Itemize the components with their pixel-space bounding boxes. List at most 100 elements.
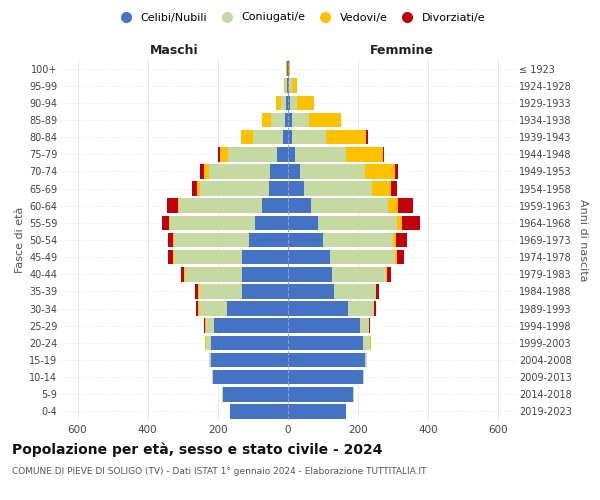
Text: Popolazione per età, sesso e stato civile - 2024: Popolazione per età, sesso e stato civil… — [12, 442, 383, 457]
Bar — [167, 232, 173, 248]
Bar — [276, 96, 281, 110]
Bar — [288, 164, 300, 178]
Bar — [220, 147, 229, 162]
Bar — [185, 267, 242, 281]
Bar — [396, 232, 407, 248]
Bar — [167, 198, 178, 213]
Y-axis label: Anni di nascita: Anni di nascita — [578, 198, 589, 281]
Bar — [281, 96, 286, 110]
Bar — [288, 370, 364, 384]
Bar — [290, 96, 297, 110]
Bar — [206, 336, 211, 350]
Bar — [346, 147, 383, 162]
Bar — [376, 284, 379, 298]
Bar — [271, 164, 288, 178]
Bar — [162, 216, 169, 230]
Bar — [304, 182, 372, 196]
Bar — [287, 62, 288, 76]
Bar — [173, 232, 174, 248]
Bar — [211, 336, 288, 350]
Bar — [241, 130, 253, 144]
Bar — [178, 198, 179, 213]
Bar — [181, 267, 184, 281]
Bar — [196, 284, 198, 298]
Bar — [206, 318, 214, 333]
Bar — [288, 198, 311, 213]
Bar — [271, 112, 285, 128]
Bar — [388, 198, 398, 213]
Bar — [292, 130, 326, 144]
Bar — [169, 216, 170, 230]
Bar — [199, 284, 242, 298]
Bar — [288, 96, 290, 110]
Bar — [288, 78, 289, 93]
Bar — [229, 147, 277, 162]
Bar — [269, 182, 288, 196]
Bar — [212, 370, 288, 384]
Bar — [168, 250, 173, 264]
Bar — [174, 250, 242, 264]
Bar — [323, 232, 393, 248]
Bar — [365, 164, 395, 178]
Bar — [292, 112, 309, 128]
Bar — [288, 182, 304, 196]
Bar — [318, 216, 397, 230]
Bar — [288, 336, 364, 350]
Bar — [199, 302, 227, 316]
Bar — [288, 284, 334, 298]
Bar — [292, 78, 297, 93]
Bar — [398, 198, 413, 213]
Bar — [254, 216, 288, 230]
Bar — [300, 164, 365, 178]
Bar — [287, 78, 288, 93]
Bar — [288, 250, 330, 264]
Bar — [209, 164, 271, 178]
Bar — [360, 318, 368, 333]
Bar — [372, 182, 391, 196]
Bar — [288, 302, 347, 316]
Bar — [288, 130, 292, 144]
Bar — [295, 147, 346, 162]
Bar — [204, 318, 205, 333]
Bar — [288, 404, 346, 418]
Bar — [393, 232, 396, 248]
Bar — [196, 302, 198, 316]
Bar — [283, 130, 288, 144]
Bar — [374, 302, 376, 316]
Bar — [173, 250, 174, 264]
Bar — [218, 147, 220, 162]
Bar — [309, 112, 341, 128]
Bar — [366, 130, 368, 144]
Bar — [365, 352, 367, 368]
Bar — [277, 147, 288, 162]
Bar — [262, 198, 288, 213]
Bar — [253, 130, 283, 144]
Bar — [174, 232, 250, 248]
Bar — [170, 216, 254, 230]
Bar — [179, 198, 262, 213]
Bar — [288, 387, 353, 402]
Bar — [402, 216, 419, 230]
Bar — [383, 147, 385, 162]
Bar — [332, 267, 386, 281]
Bar — [242, 267, 288, 281]
Bar — [200, 182, 269, 196]
Text: Maschi: Maschi — [149, 44, 199, 57]
Bar — [211, 352, 288, 368]
Bar — [191, 182, 197, 196]
Bar — [395, 250, 397, 264]
Bar — [288, 216, 318, 230]
Bar — [262, 112, 271, 128]
Bar — [364, 336, 370, 350]
Bar — [227, 302, 288, 316]
Bar — [223, 387, 288, 402]
Bar — [288, 318, 360, 333]
Bar — [397, 216, 402, 230]
Bar — [297, 96, 314, 110]
Bar — [397, 250, 404, 264]
Legend: Celibi/Nubili, Coniugati/e, Vedovi/e, Divorziati/e: Celibi/Nubili, Coniugati/e, Vedovi/e, Di… — [110, 8, 490, 27]
Bar — [242, 250, 288, 264]
Bar — [347, 302, 374, 316]
Bar — [288, 232, 323, 248]
Bar — [197, 182, 200, 196]
